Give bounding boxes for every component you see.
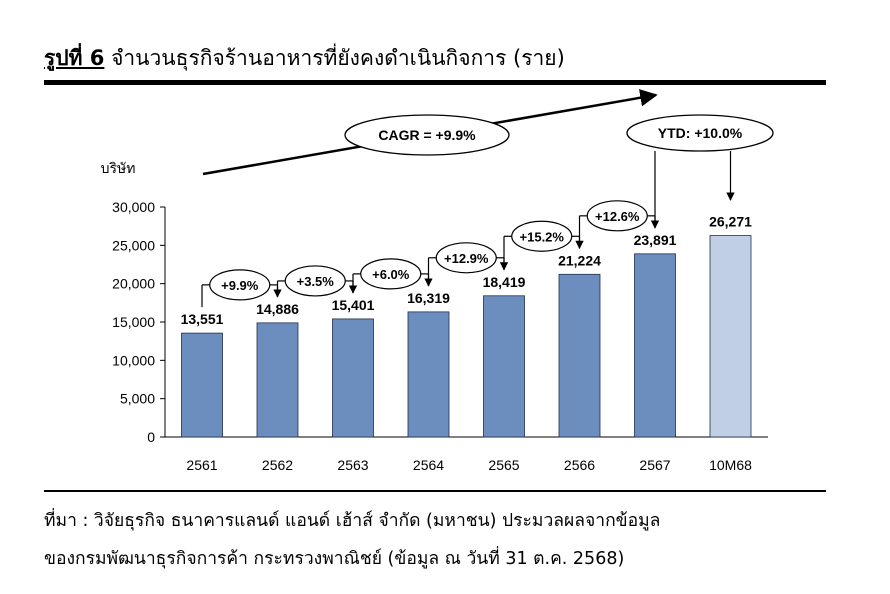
source-line-2: ของกรมพัฒนาธุรกิจการค้า กระทรวงพาณิชย์ (… (44, 549, 625, 569)
y-tick-label: 10,000 (112, 352, 155, 368)
bar (407, 311, 450, 438)
data-label: 15,401 (332, 297, 375, 313)
ytd-bubble (626, 114, 774, 152)
bar (558, 273, 601, 438)
y-tick-label: 30,000 (112, 199, 155, 215)
source-rule (44, 490, 826, 492)
growth-label: +9.9% (221, 278, 259, 293)
growth-label: +12.9% (444, 251, 489, 266)
bar (634, 253, 676, 438)
data-label: 26,271 (709, 214, 752, 230)
y-tick-label: 25,000 (112, 237, 155, 253)
growth-label: +3.5% (297, 274, 335, 289)
x-tick-label: 2564 (413, 457, 444, 473)
bar (256, 322, 299, 438)
y-axis-label: บริษัท (101, 160, 136, 176)
figure-title-text: จำนวนธุรกิจร้านอาหารที่ยังคงดำเนินกิจการ… (111, 46, 565, 70)
growth-label: +6.0% (372, 267, 410, 282)
y-tick-label: 0 (147, 429, 155, 445)
y-tick-label: 15,000 (112, 314, 155, 330)
data-label: 13,551 (181, 311, 224, 327)
bar (709, 235, 752, 438)
data-label: 23,891 (634, 232, 677, 248)
bar (483, 295, 525, 438)
figure-label: รูปที่ 6 (44, 46, 105, 70)
x-tick-label: 2563 (337, 457, 368, 473)
cagr-label: CAGR = +9.9% (378, 127, 476, 143)
data-label: 21,224 (558, 252, 601, 268)
growth-label: +15.2% (520, 229, 565, 244)
figure-title: รูปที่ 6 จำนวนธุรกิจร้านอาหารที่ยังคงดำเ… (44, 42, 565, 75)
bar (181, 332, 223, 438)
data-label: 16,319 (407, 290, 450, 306)
x-tick-label: 2566 (564, 457, 595, 473)
data-label: 14,886 (256, 301, 299, 317)
y-tick-label: 20,000 (112, 276, 155, 292)
source-line-1: ที่มา : วิจัยธุรกิจ ธนาคารแลนด์ แอนด์ เฮ… (44, 511, 661, 531)
title-rule (44, 80, 826, 85)
ytd-label: YTD: +10.0% (658, 125, 743, 141)
cagr-bubble (344, 114, 510, 156)
x-tick-label: 10M68 (709, 457, 752, 473)
data-label: 18,419 (483, 274, 526, 290)
y-tick-label: 5,000 (120, 391, 155, 407)
x-tick-label: 2561 (186, 457, 217, 473)
x-tick-label: 2567 (639, 457, 670, 473)
x-tick-label: 2562 (262, 457, 293, 473)
x-tick-label: 2565 (488, 457, 519, 473)
growth-label: +12.6% (595, 209, 640, 224)
bar (332, 318, 374, 438)
